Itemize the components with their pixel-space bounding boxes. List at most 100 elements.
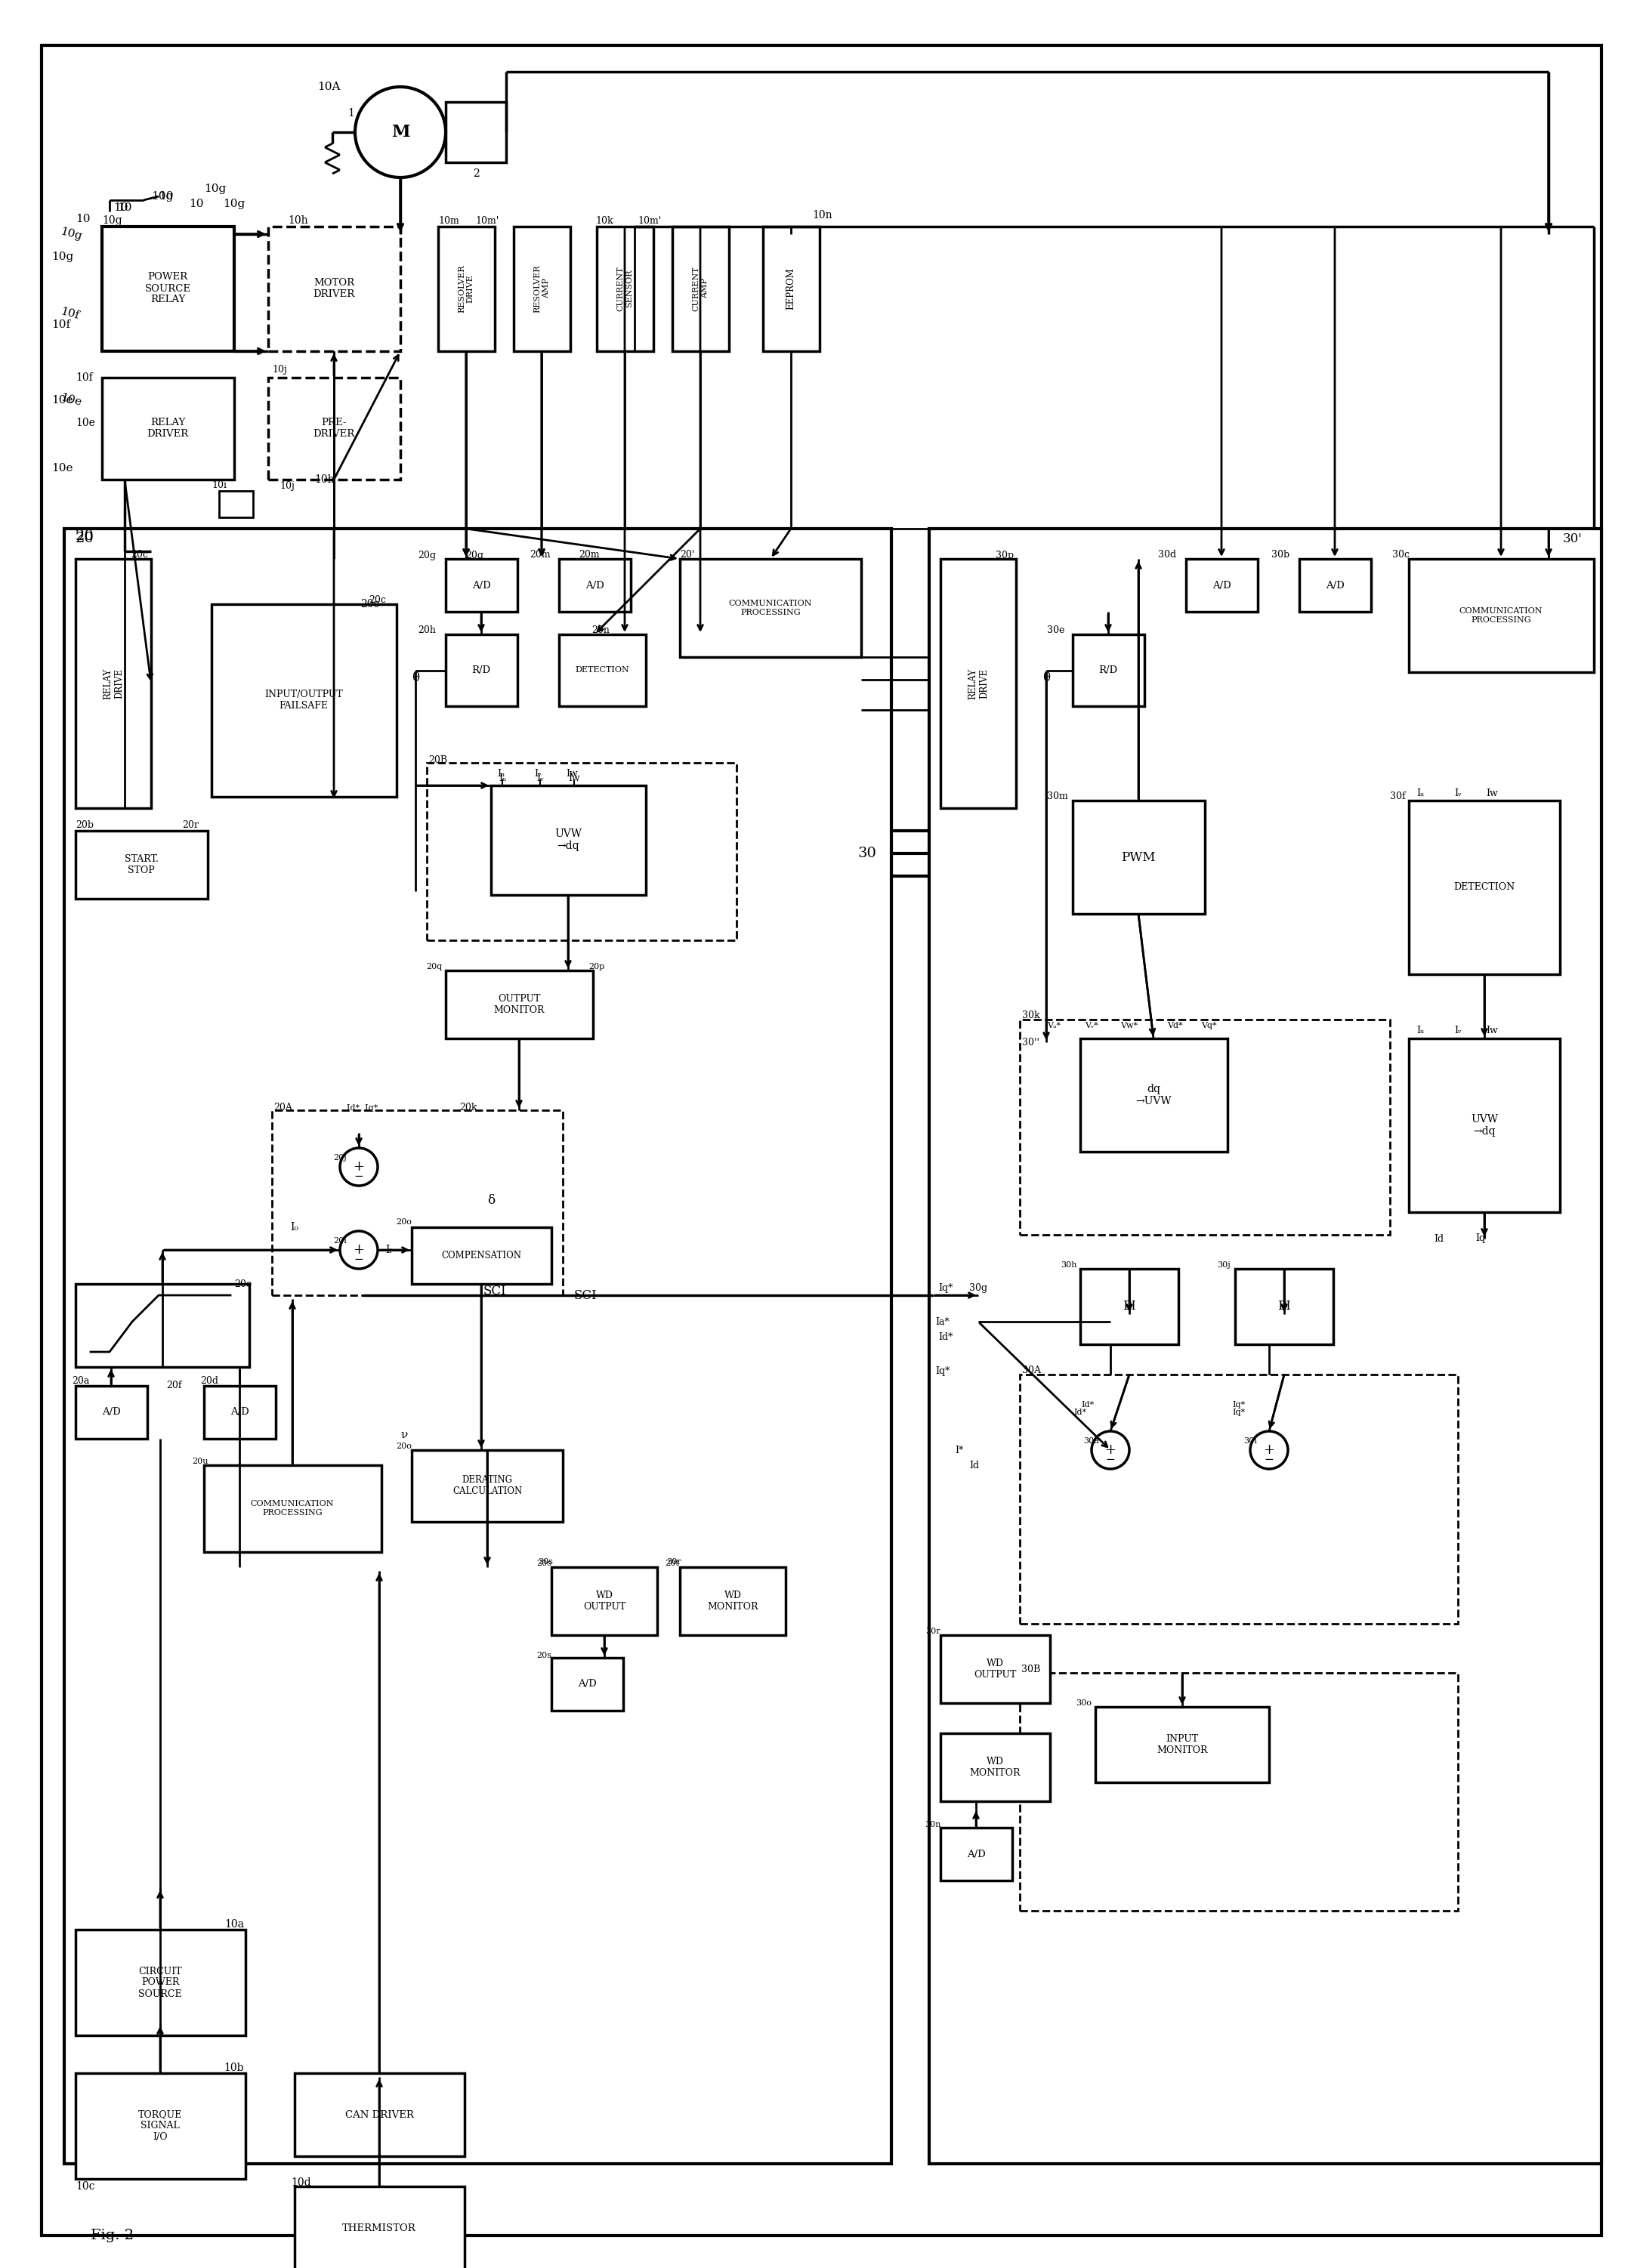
Bar <box>76 2073 245 2180</box>
Bar <box>1096 1708 1268 1783</box>
Text: WD
OUTPUT: WD OUTPUT <box>583 1590 626 1613</box>
Text: 30: 30 <box>858 846 877 860</box>
Text: UVW
→dq: UVW →dq <box>554 828 582 850</box>
Text: Id: Id <box>1434 1234 1444 1243</box>
Text: COMMUNICATION
PROCESSING: COMMUNICATION PROCESSING <box>251 1499 334 1517</box>
Text: 30B: 30B <box>1022 1665 1040 1674</box>
Text: 20r: 20r <box>182 821 199 830</box>
Bar <box>940 1635 1050 1703</box>
Text: Id*: Id* <box>1081 1402 1094 1408</box>
Text: A/D: A/D <box>1326 581 1344 590</box>
Text: DERATING
CALCULATION: DERATING CALCULATION <box>452 1474 522 1497</box>
Text: A/D: A/D <box>230 1408 248 1418</box>
Text: 10g: 10g <box>204 184 227 195</box>
Text: 30A: 30A <box>1022 1365 1040 1377</box>
Bar <box>445 558 518 612</box>
Text: MOTOR
DRIVER: MOTOR DRIVER <box>314 279 355 299</box>
Text: 10m': 10m' <box>475 215 499 225</box>
Bar <box>1020 1674 1457 1910</box>
Text: 2: 2 <box>473 168 480 179</box>
Bar <box>273 1111 564 1295</box>
Text: 10A: 10A <box>317 82 340 93</box>
Bar <box>102 379 235 479</box>
Text: 30a: 30a <box>1084 1438 1099 1445</box>
Bar <box>76 1930 245 2034</box>
Bar <box>76 830 207 898</box>
Bar <box>219 490 253 517</box>
Text: ν: ν <box>401 1429 407 1440</box>
Bar <box>76 1386 148 1438</box>
Text: 20e: 20e <box>235 1279 251 1288</box>
Text: 30o: 30o <box>1076 1699 1093 1708</box>
Text: Iw: Iw <box>1485 1025 1498 1036</box>
Text: 10c: 10c <box>76 2182 95 2191</box>
Bar <box>445 635 518 705</box>
Text: Iᵥ: Iᵥ <box>1454 787 1462 798</box>
Text: COMPENSATION: COMPENSATION <box>442 1250 521 1261</box>
Bar <box>204 1465 381 1551</box>
Bar <box>672 227 729 352</box>
Text: Id*, Iq*: Id*, Iq* <box>347 1105 378 1111</box>
Text: START.
STOP: START. STOP <box>125 855 158 875</box>
Bar <box>930 528 1602 2164</box>
Text: I*: I* <box>955 1445 963 1456</box>
Text: RELAY
DRIVE: RELAY DRIVE <box>968 669 989 699</box>
Text: 10n: 10n <box>812 211 831 220</box>
Text: RESOLVER
DRIVE: RESOLVER DRIVE <box>458 265 475 313</box>
Text: RELAY
DRIVER: RELAY DRIVER <box>146 417 189 438</box>
Text: 30p: 30p <box>996 551 1014 560</box>
Text: SCI: SCI <box>573 1288 596 1302</box>
Text: 10j: 10j <box>279 481 294 490</box>
Text: Iᵤ: Iᵤ <box>498 773 506 782</box>
Bar <box>445 971 593 1039</box>
Text: A/D: A/D <box>966 1848 986 1860</box>
Text: Id*: Id* <box>1075 1408 1086 1415</box>
Text: dq
→UVW: dq →UVW <box>1135 1084 1171 1107</box>
Bar <box>1073 635 1145 705</box>
Text: 10a: 10a <box>225 1919 245 1930</box>
Text: CAN DRIVER: CAN DRIVER <box>345 2109 414 2121</box>
Text: Iq*: Iq* <box>1232 1408 1245 1415</box>
Bar <box>1408 558 1594 671</box>
Text: 10: 10 <box>159 191 174 202</box>
Text: θ: θ <box>1042 671 1050 685</box>
Text: 20q: 20q <box>426 964 442 971</box>
Text: R/D: R/D <box>472 665 491 676</box>
Text: 30i: 30i <box>1244 1438 1257 1445</box>
Text: 10d: 10d <box>291 2177 311 2189</box>
Text: 20b: 20b <box>76 821 94 830</box>
Text: 10b: 10b <box>223 2062 245 2073</box>
Text: Fig. 2: Fig. 2 <box>90 2229 133 2243</box>
Text: 20o: 20o <box>396 1442 412 1449</box>
Text: 20i: 20i <box>334 1236 347 1245</box>
Text: 10: 10 <box>117 202 131 213</box>
Text: CURRENT
SENSOR: CURRENT SENSOR <box>616 265 633 311</box>
Text: 1: 1 <box>348 109 355 118</box>
Text: 20d: 20d <box>200 1377 219 1386</box>
Text: +: + <box>353 1159 365 1173</box>
Text: 20m: 20m <box>578 551 600 560</box>
Bar <box>1020 1021 1390 1234</box>
Text: 20p: 20p <box>588 964 605 971</box>
Text: WD
OUTPUT: WD OUTPUT <box>974 1658 1015 1681</box>
Bar <box>1079 1039 1227 1152</box>
Text: 10g: 10g <box>223 200 245 209</box>
Text: Ia*: Ia* <box>935 1318 950 1327</box>
Bar <box>514 227 570 352</box>
Text: PI: PI <box>1122 1300 1135 1313</box>
Text: 10j: 10j <box>273 365 288 374</box>
Text: Iₗ: Iₗ <box>386 1245 393 1254</box>
Text: −: − <box>1106 1454 1116 1465</box>
Text: 20: 20 <box>76 531 94 544</box>
Bar <box>1186 558 1259 612</box>
Text: Iᵥ: Iᵥ <box>1454 1025 1462 1036</box>
Text: 10m: 10m <box>439 215 458 225</box>
Bar <box>76 1284 250 1368</box>
Text: 20m: 20m <box>529 551 550 560</box>
Text: Iᵤ: Iᵤ <box>498 769 504 778</box>
Text: A/D: A/D <box>578 1678 596 1690</box>
Text: A/D: A/D <box>102 1408 120 1418</box>
Text: A/D: A/D <box>585 581 605 590</box>
Bar <box>268 227 401 352</box>
Text: SCI: SCI <box>483 1286 506 1297</box>
